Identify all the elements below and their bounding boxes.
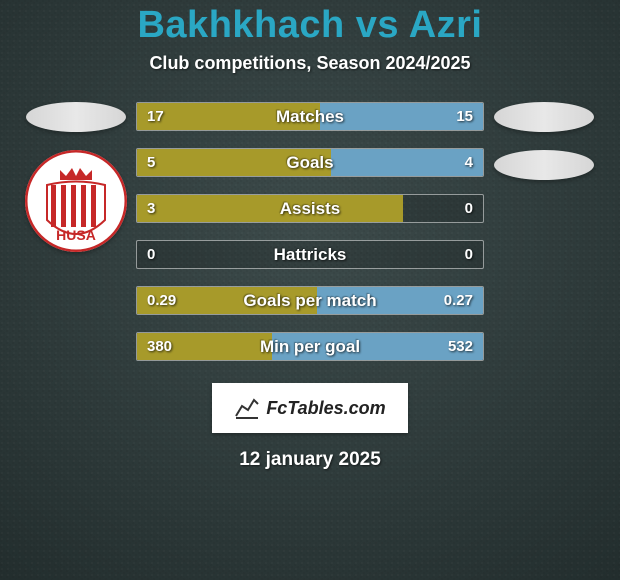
- stat-bar-goals-per-match: Goals per match0.290.27: [136, 286, 484, 315]
- main-row: HUSA Matches1715 Goals54 Assists30 Hattrick…: [0, 102, 620, 361]
- bar-fill-left: [137, 149, 331, 176]
- chart-icon: [234, 396, 260, 420]
- brand-text: FcTables.com: [266, 398, 385, 419]
- fctables-logo: FcTables.com: [212, 383, 408, 433]
- left-club-badge: HUSA: [25, 150, 127, 252]
- bar-fill-left: [137, 103, 320, 130]
- bar-fill-left: [137, 333, 272, 360]
- stat-bar-goals: Goals54: [136, 148, 484, 177]
- stat-bar-matches: Matches1715: [136, 102, 484, 131]
- subtitle: Club competitions, Season 2024/2025: [149, 53, 470, 74]
- bar-value-right: 0: [465, 195, 473, 222]
- stats-bars: Matches1715Goals54Assists30Hattricks00Go…: [136, 102, 484, 361]
- right-flag-2: [494, 150, 594, 180]
- date-text: 12 january 2025: [239, 449, 381, 471]
- stat-bar-hattricks: Hattricks0 0: [136, 240, 484, 269]
- bar-fill-left: [137, 195, 403, 222]
- stat-bar-assists: Assists30: [136, 194, 484, 223]
- bar-fill-left: [137, 287, 317, 314]
- bar-fill-right: [317, 287, 483, 314]
- bar-value-left: 0: [147, 241, 155, 268]
- stat-bar-min-per-goal: Min per goal380532: [136, 332, 484, 361]
- bar-value-right: 0: [465, 241, 473, 268]
- bar-fill-right: [320, 103, 483, 130]
- bar-fill-right: [272, 333, 483, 360]
- svg-text:HUSA: HUSA: [56, 227, 96, 243]
- right-column: [484, 102, 604, 180]
- bar-label: Hattricks: [137, 241, 483, 268]
- right-flag-1: [494, 102, 594, 132]
- bar-fill-right: [331, 149, 483, 176]
- left-flag: [26, 102, 126, 132]
- page-title: Bakhkhach vs Azri: [137, 4, 482, 47]
- left-column: HUSA: [16, 102, 136, 252]
